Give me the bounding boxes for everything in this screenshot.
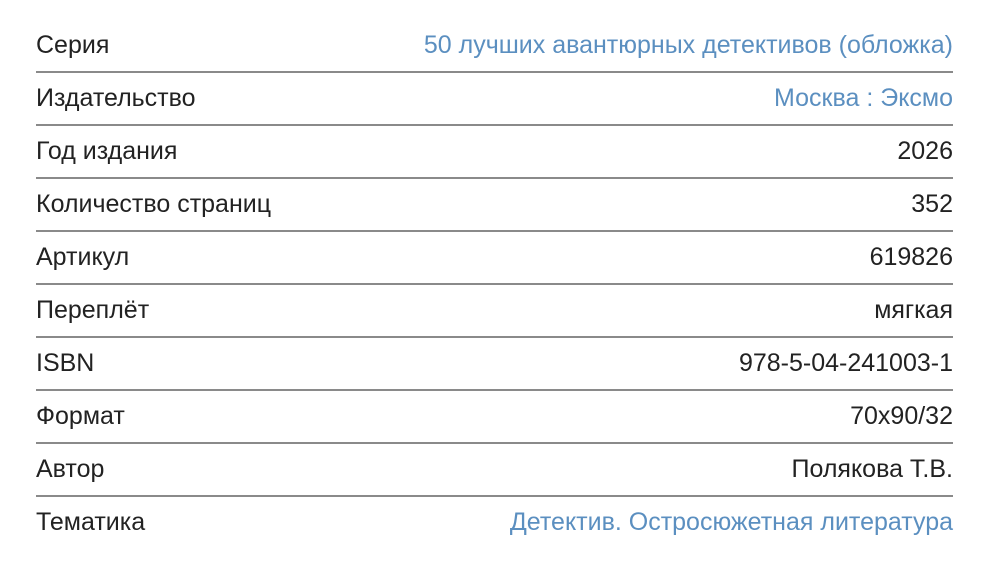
detail-value: 2026 xyxy=(897,137,953,165)
detail-row: Серия 50 лучших авантюрных детективов (об… xyxy=(36,20,953,73)
book-details-table: Серия 50 лучших авантюрных детективов (об… xyxy=(36,20,953,548)
detail-value: 352 xyxy=(911,190,953,218)
detail-value-link[interactable]: 50 лучших авантюрных детективов (обложка… xyxy=(423,31,953,59)
detail-label: Переплёт xyxy=(36,296,150,324)
detail-label: Тематика xyxy=(36,508,146,536)
detail-row: Тематика Детектив. Остросюжетная литерату… xyxy=(36,497,953,548)
detail-label: Издательство xyxy=(36,84,196,112)
detail-label: Автор xyxy=(36,455,105,483)
detail-label: Количество страниц xyxy=(36,190,272,218)
detail-label: Серия xyxy=(36,31,110,59)
detail-value: Полякова Т.В. xyxy=(791,455,954,483)
detail-row: ISBN 978-5-04-241003-1 xyxy=(36,338,953,391)
detail-value: 619826 xyxy=(869,243,953,271)
detail-value-link[interactable]: Москва : Эксмо xyxy=(774,84,953,112)
detail-row: Переплёт мягкая xyxy=(36,285,953,338)
detail-row: Артикул 619826 xyxy=(36,232,953,285)
detail-value-link[interactable]: Детектив. Остросюжетная литература xyxy=(509,508,953,536)
detail-value: 978-5-04-241003-1 xyxy=(738,349,953,377)
detail-label: Формат xyxy=(36,402,125,430)
detail-row: Количество страниц 352 xyxy=(36,179,953,232)
detail-row: Формат 70x90/32 xyxy=(36,391,953,444)
detail-row: Издательство Москва : Эксмо xyxy=(36,73,953,126)
detail-label: Артикул xyxy=(36,243,130,271)
detail-label: ISBN xyxy=(36,349,95,377)
detail-row: Автор Полякова Т.В. xyxy=(36,444,953,497)
detail-value: 70x90/32 xyxy=(850,402,953,430)
detail-value: мягкая xyxy=(874,296,953,324)
detail-label: Год издания xyxy=(36,137,178,165)
detail-row: Год издания 2026 xyxy=(36,126,953,179)
